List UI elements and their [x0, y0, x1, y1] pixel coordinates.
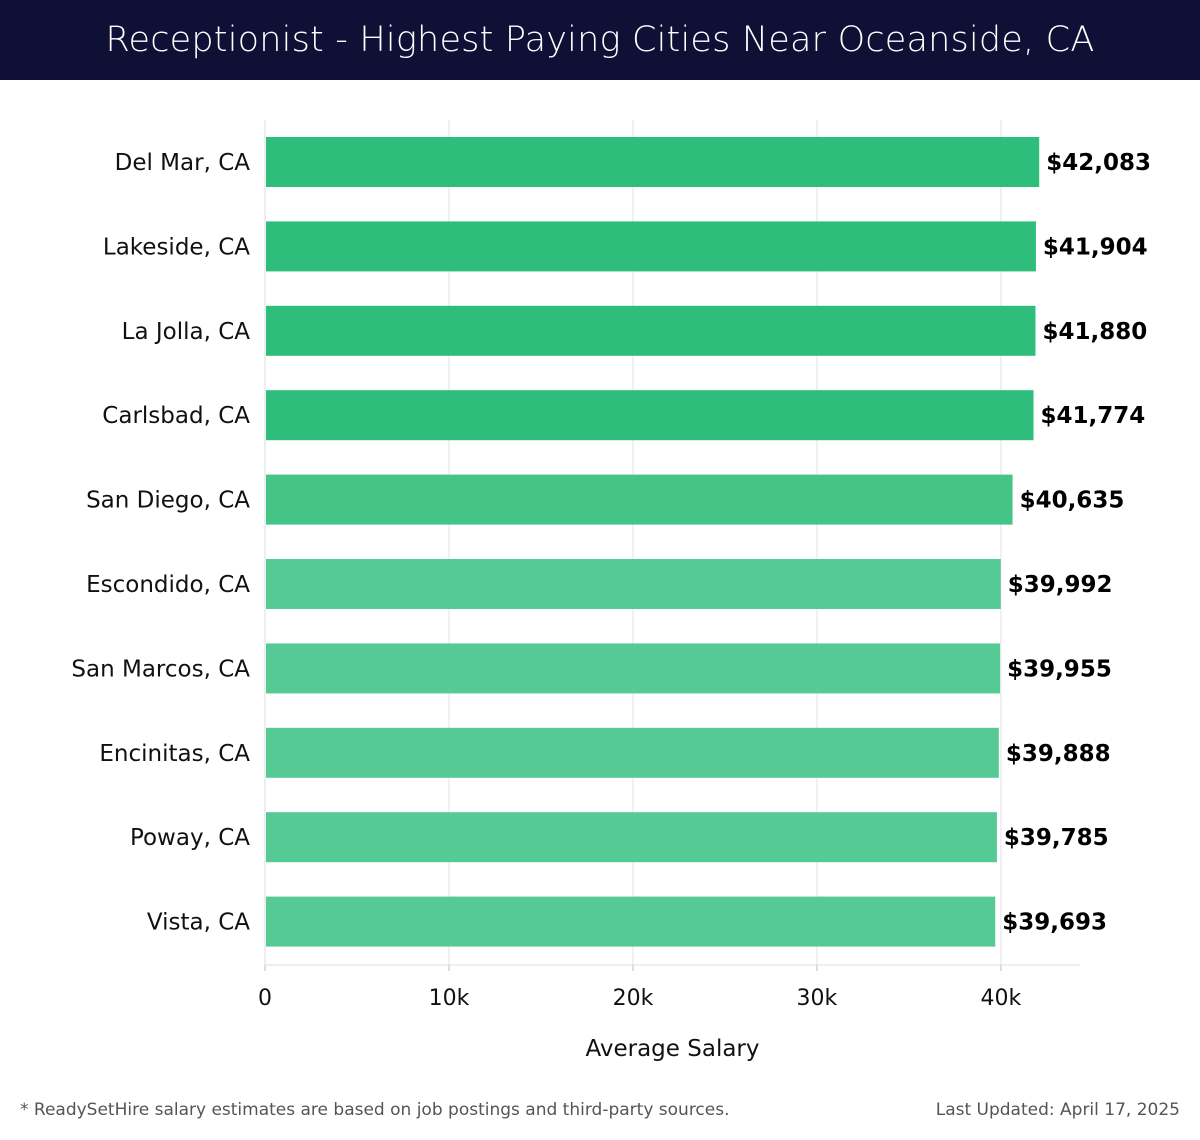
x-tick-label: 0 — [258, 986, 272, 1011]
bar — [266, 390, 1034, 441]
x-tick-label: 10k — [429, 986, 470, 1011]
chart-title: Receptionist - Highest Paying Cities Nea… — [105, 20, 1095, 60]
value-label: $39,992 — [1008, 572, 1113, 598]
bar — [266, 305, 1036, 356]
category-label: Escondido, CA — [86, 572, 250, 598]
bar — [266, 812, 997, 863]
category-label: San Marcos, CA — [71, 656, 250, 682]
x-axis: 0 10k 20k 30k 40k Average Salary — [258, 120, 1080, 1062]
value-label: $39,888 — [1006, 741, 1111, 767]
value-label: $41,774 — [1041, 403, 1146, 429]
category-label: La Jolla, CA — [122, 319, 251, 345]
x-tick-label: 30k — [797, 986, 838, 1011]
category-label: Carlsbad, CA — [102, 403, 250, 429]
bar — [266, 559, 1001, 609]
bar — [266, 896, 996, 947]
category-label: Encinitas, CA — [99, 741, 250, 767]
category-label: Poway, CA — [130, 825, 250, 851]
last-updated: Last Updated: April 17, 2025 — [935, 1100, 1180, 1120]
bar — [266, 221, 1036, 272]
bars — [266, 137, 1040, 947]
value-label: $41,904 — [1043, 234, 1148, 260]
category-label: Del Mar, CA — [115, 150, 251, 176]
bar-chart: Del Mar, CA Lakeside, CA La Jolla, CA Carls… — [71, 120, 1151, 1062]
value-label: $40,635 — [1020, 488, 1125, 514]
bar — [266, 643, 1001, 694]
category-label: Vista, CA — [147, 910, 250, 936]
value-label: $39,955 — [1007, 656, 1112, 682]
x-axis-title: Average Salary — [585, 1036, 759, 1062]
footnote: * ReadySetHire salary estimates are base… — [20, 1100, 730, 1120]
value-label: $39,785 — [1004, 825, 1109, 851]
x-tick-label: 20k — [613, 986, 654, 1011]
category-labels: Del Mar, CA Lakeside, CA La Jolla, CA Carls… — [71, 150, 250, 936]
bar — [266, 137, 1040, 187]
x-tick-label: 40k — [981, 986, 1022, 1011]
value-label: $41,880 — [1042, 319, 1147, 345]
category-label: Lakeside, CA — [103, 234, 250, 260]
bar — [266, 474, 1013, 525]
value-label: $39,693 — [1002, 910, 1107, 936]
title-bar: Receptionist - Highest Paying Cities Nea… — [0, 0, 1200, 80]
bar — [266, 727, 999, 778]
value-label: $42,083 — [1046, 150, 1151, 176]
value-labels: $42,083 $41,904 $41,880 $41,774 $40,635 $39,9… — [1002, 150, 1151, 936]
category-label: San Diego, CA — [86, 488, 250, 514]
